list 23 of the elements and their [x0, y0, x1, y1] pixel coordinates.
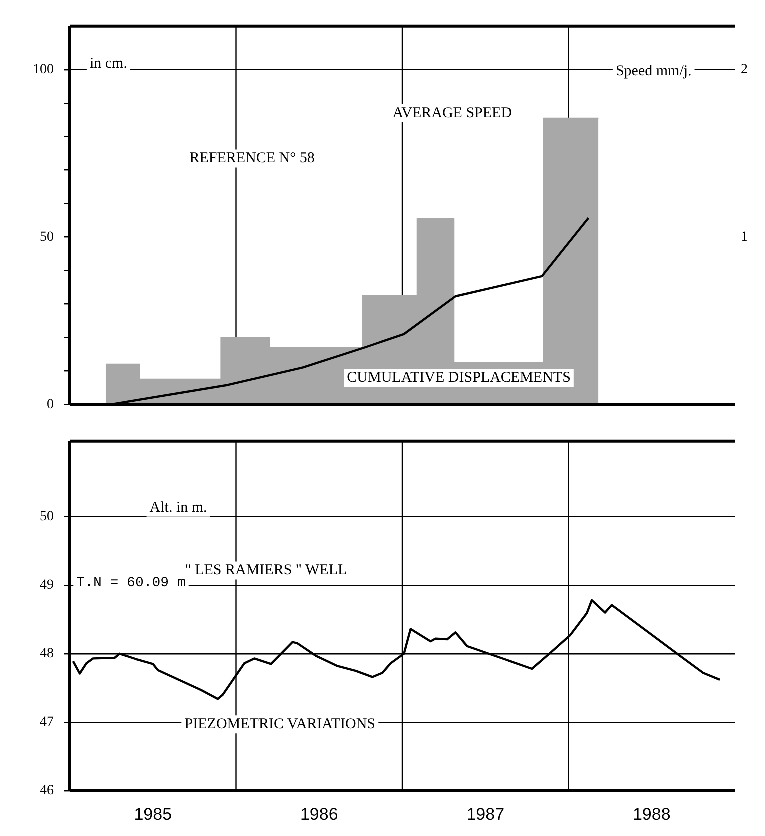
annotation: REFERENCE N° 58	[190, 150, 315, 167]
y-tick-label: 47	[40, 715, 54, 730]
series-label: CUMULATIVE DISPLACEMENTS	[347, 370, 571, 386]
text: PIEZOMETRIC VARIATIONS	[184, 716, 376, 733]
y-axis-title: Alt. in m.	[150, 500, 208, 516]
y-tick-label: 0	[47, 397, 54, 412]
x-tick-label: 1986	[300, 804, 338, 824]
y2-tick-label: 1	[741, 230, 748, 245]
y-tick-label: 100	[33, 62, 54, 78]
y-axis-title: in cm.	[90, 56, 128, 72]
y2-tick-label: 2	[741, 62, 748, 78]
annotation: T.N = 60.09 m	[76, 576, 186, 592]
x-tick-label: 1988	[632, 804, 671, 824]
x-tick-label: 1987	[466, 804, 505, 824]
y-tick-label: 49	[40, 578, 54, 594]
y-tick-label: 50	[40, 509, 54, 524]
y2-axis-title: Speed mm/j.	[616, 64, 692, 80]
text: AVERAGE SPEED	[392, 105, 512, 122]
y-tick-label: 46	[40, 784, 54, 799]
y-tick-label: 50	[40, 230, 54, 245]
annotation: " LES RAMIERS " WELL	[185, 562, 348, 579]
y-tick-label: 48	[40, 646, 54, 662]
x-tick-label: 1985	[134, 804, 172, 824]
